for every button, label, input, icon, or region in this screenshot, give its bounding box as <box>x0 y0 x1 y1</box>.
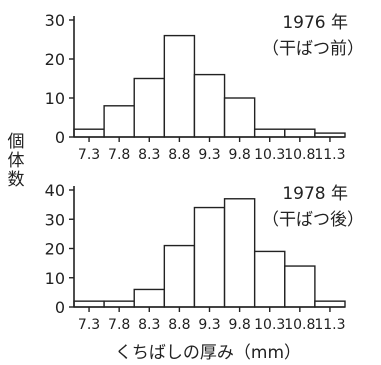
x-tick-label: 9.8 <box>228 147 250 163</box>
chart1-subtitle: （干ばつ前） <box>262 39 364 59</box>
bar-8.3 <box>133 77 166 138</box>
x-tick-label: 7.3 <box>78 317 100 333</box>
bar-7.3 <box>73 128 105 138</box>
x-tick-label: 11.3 <box>314 147 345 163</box>
bar-9.8 <box>223 97 256 138</box>
y-axis-label: 個 体 数 <box>8 132 25 190</box>
y-tick-label: 0 <box>55 298 65 317</box>
bar-7.8 <box>103 105 135 138</box>
x-tick-label: 8.8 <box>168 147 190 163</box>
bar-7.8 <box>103 300 135 308</box>
bar-8.8 <box>163 244 196 308</box>
x-tick-label: 7.8 <box>108 147 130 163</box>
histogram-1978: 1978 年 （干ばつ後） 0 10 20 30 40 7.3 7.8 8.3 8.8 9.3 9.… <box>45 181 364 333</box>
bar-10.3 <box>253 250 286 308</box>
x-tick-label: 10.3 <box>254 147 285 163</box>
bar-10.8 <box>284 128 316 138</box>
x-tick-label: 8.3 <box>138 317 160 333</box>
bar-8.3 <box>133 288 166 308</box>
x-tick-label: 9.3 <box>198 317 220 333</box>
y-tick-label: 40 <box>45 181 65 200</box>
bar-10.3 <box>253 128 286 138</box>
bar-9.3 <box>193 73 226 138</box>
y-tick-label: 30 <box>45 11 65 30</box>
y-tick-label: 30 <box>45 210 65 229</box>
y-tick-label: 20 <box>45 50 65 69</box>
x-tick-label: 11.3 <box>314 317 345 333</box>
bar-10.8 <box>284 265 316 308</box>
y-tick-label: 10 <box>45 89 65 108</box>
bar-8.8 <box>163 34 196 138</box>
x-tick-label: 9.8 <box>228 317 250 333</box>
x-tick-label: 9.3 <box>198 147 220 163</box>
x-tick-label: 8.8 <box>168 317 190 333</box>
y-label-char-1: 個 <box>8 132 25 152</box>
x-tick-label: 10.8 <box>284 147 315 163</box>
bar-9.8 <box>223 198 256 308</box>
x-tick-label: 10.3 <box>254 317 285 333</box>
chart2-subtitle: （干ばつ後） <box>262 210 364 230</box>
bar-9.3 <box>193 206 226 308</box>
x-axis-label: くちばしの厚み（mm） <box>115 343 301 363</box>
y-tick-label: 20 <box>45 240 65 259</box>
x-tick-label: 10.8 <box>284 317 315 333</box>
chart2-title: 1978 年 <box>282 184 348 204</box>
y-tick-label: 10 <box>45 269 65 288</box>
x-tick-label: 8.3 <box>138 147 160 163</box>
x-tick-label: 7.3 <box>78 147 100 163</box>
bar-11.3 <box>314 300 346 308</box>
x-tick-label: 7.8 <box>108 317 130 333</box>
y-label-char-2: 体 <box>8 151 25 171</box>
y-label-char-3: 数 <box>8 170 25 190</box>
y-tick-label: 0 <box>55 128 65 147</box>
chart1-title: 1976 年 <box>282 13 348 33</box>
bar-7.3 <box>73 300 105 308</box>
